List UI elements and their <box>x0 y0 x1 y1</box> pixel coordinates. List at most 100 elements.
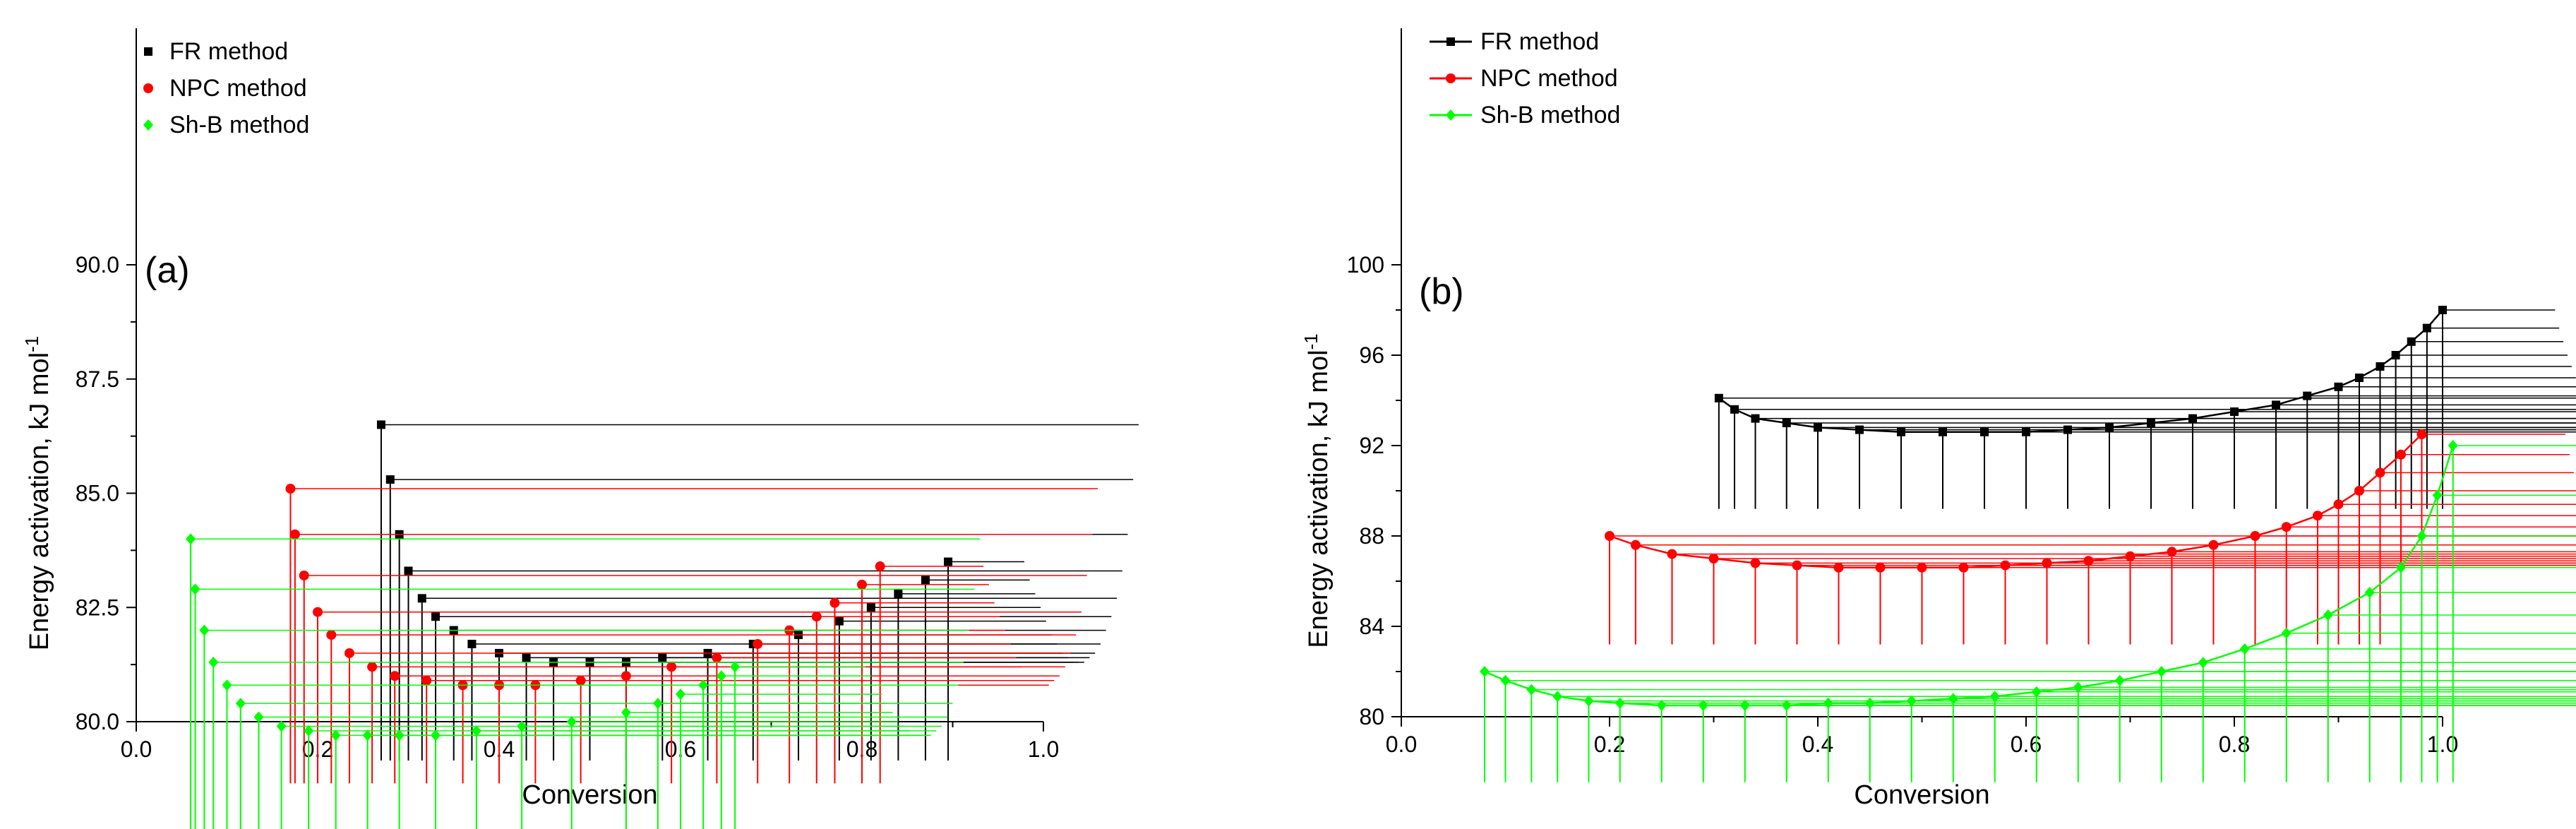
data-point <box>2323 609 2333 621</box>
data-point <box>1500 674 1511 686</box>
data-point <box>944 557 953 566</box>
data-point <box>471 724 481 736</box>
data-point <box>1708 554 1719 563</box>
data-point <box>2407 337 2416 346</box>
series-npc-method <box>1605 429 2576 645</box>
data-point <box>712 652 722 663</box>
data-point <box>1667 549 1677 559</box>
data-point <box>866 603 875 612</box>
y-tick-label: 90.0 <box>76 252 119 278</box>
data-point <box>2156 666 2167 677</box>
data-point <box>2355 374 2364 382</box>
series-sh-b-method <box>1480 440 2576 782</box>
data-point <box>313 607 323 617</box>
data-point <box>716 670 726 682</box>
legend-marker <box>1446 37 1455 46</box>
data-point <box>1583 695 1594 707</box>
data-point <box>431 729 441 741</box>
data-point <box>2334 382 2343 391</box>
legend-marker <box>143 119 153 131</box>
data-point <box>730 661 741 673</box>
data-point <box>1855 425 1864 434</box>
data-point <box>2167 547 2177 557</box>
data-point <box>2396 561 2406 573</box>
data-point <box>2281 522 2292 532</box>
data-point <box>1480 666 1490 677</box>
data-point <box>2230 407 2239 416</box>
data-point <box>753 639 763 650</box>
data-point <box>1864 697 1875 709</box>
data-point <box>666 662 677 672</box>
legend-marker <box>143 83 153 93</box>
y-axis-title: Energy activation, kJ mol-1 <box>21 336 54 651</box>
data-point <box>2396 449 2406 460</box>
series-line <box>1484 445 2454 707</box>
legend-marker <box>144 47 152 56</box>
data-point <box>676 688 685 700</box>
data-point <box>658 653 667 662</box>
data-point <box>2416 530 2427 542</box>
data-point <box>199 624 210 636</box>
data-point <box>222 679 232 691</box>
data-point <box>326 630 337 640</box>
data-point <box>421 675 432 686</box>
data-point <box>362 729 373 741</box>
data-point <box>1833 562 1844 573</box>
data-point <box>2391 351 2400 359</box>
data-point <box>1656 700 1667 711</box>
data-point <box>1781 700 1792 711</box>
y-tick-label: 80.0 <box>76 709 119 734</box>
data-point <box>1980 427 1989 436</box>
legend-label: FR method <box>1480 28 1599 55</box>
legend: FR method NPC method Sh-B method <box>1430 28 1620 129</box>
data-point <box>2083 556 2094 566</box>
data-point <box>190 583 200 595</box>
x-axis-title: Conversion <box>1854 780 1989 810</box>
y-tick-label: 92 <box>1359 433 1384 458</box>
data-point <box>1939 427 1947 436</box>
legend-label: Sh-B method <box>169 112 309 138</box>
data-point <box>2000 560 2011 571</box>
data-point <box>2422 323 2431 333</box>
data-point <box>698 679 709 691</box>
data-point <box>2416 429 2427 439</box>
y-tick-label: 84 <box>1359 614 1384 639</box>
data-point <box>566 716 577 727</box>
data-point <box>1698 700 1708 711</box>
data-point <box>1823 697 1833 709</box>
x-tick-label: 0.0 <box>1386 732 1417 757</box>
series-line <box>1609 434 2423 569</box>
data-point <box>208 656 219 668</box>
data-point <box>2250 531 2260 541</box>
chart-panel-b: 0.0 0.2 0.4 0.6 0.8 1.08084889296100Conversio… <box>1300 28 2576 810</box>
data-point <box>2375 467 2385 478</box>
x-axis-title: Conversion <box>522 780 657 810</box>
y-tick-label: 100 <box>1347 252 1384 278</box>
data-point <box>276 720 287 732</box>
data-point <box>2303 391 2312 400</box>
data-point <box>875 561 885 572</box>
data-point <box>2272 400 2280 410</box>
legend-marker <box>1446 73 1456 83</box>
y-tick-label: 87.5 <box>76 366 119 392</box>
data-point <box>2432 489 2443 501</box>
legend-marker <box>1446 109 1456 121</box>
data-point <box>2125 551 2135 561</box>
data-point <box>2063 425 2072 434</box>
data-point <box>1714 393 1723 402</box>
data-point <box>304 724 314 736</box>
data-point <box>1552 691 1563 703</box>
data-point <box>285 484 296 494</box>
data-point <box>2354 486 2364 496</box>
legend-label: NPC method <box>169 75 307 102</box>
data-point <box>330 729 341 741</box>
data-point <box>417 594 426 603</box>
data-point <box>2147 419 2155 427</box>
legend-label: Sh-B method <box>1480 102 1620 129</box>
chart-panel-a: 0.0 0.2 0.4 0.6 0.8 1.080.082.585.087.590.0Co… <box>21 28 1139 829</box>
data-point <box>522 653 531 662</box>
data-point <box>1751 414 1760 423</box>
data-point <box>1739 700 1750 711</box>
data-point <box>2208 539 2219 550</box>
data-point <box>1948 693 1958 705</box>
